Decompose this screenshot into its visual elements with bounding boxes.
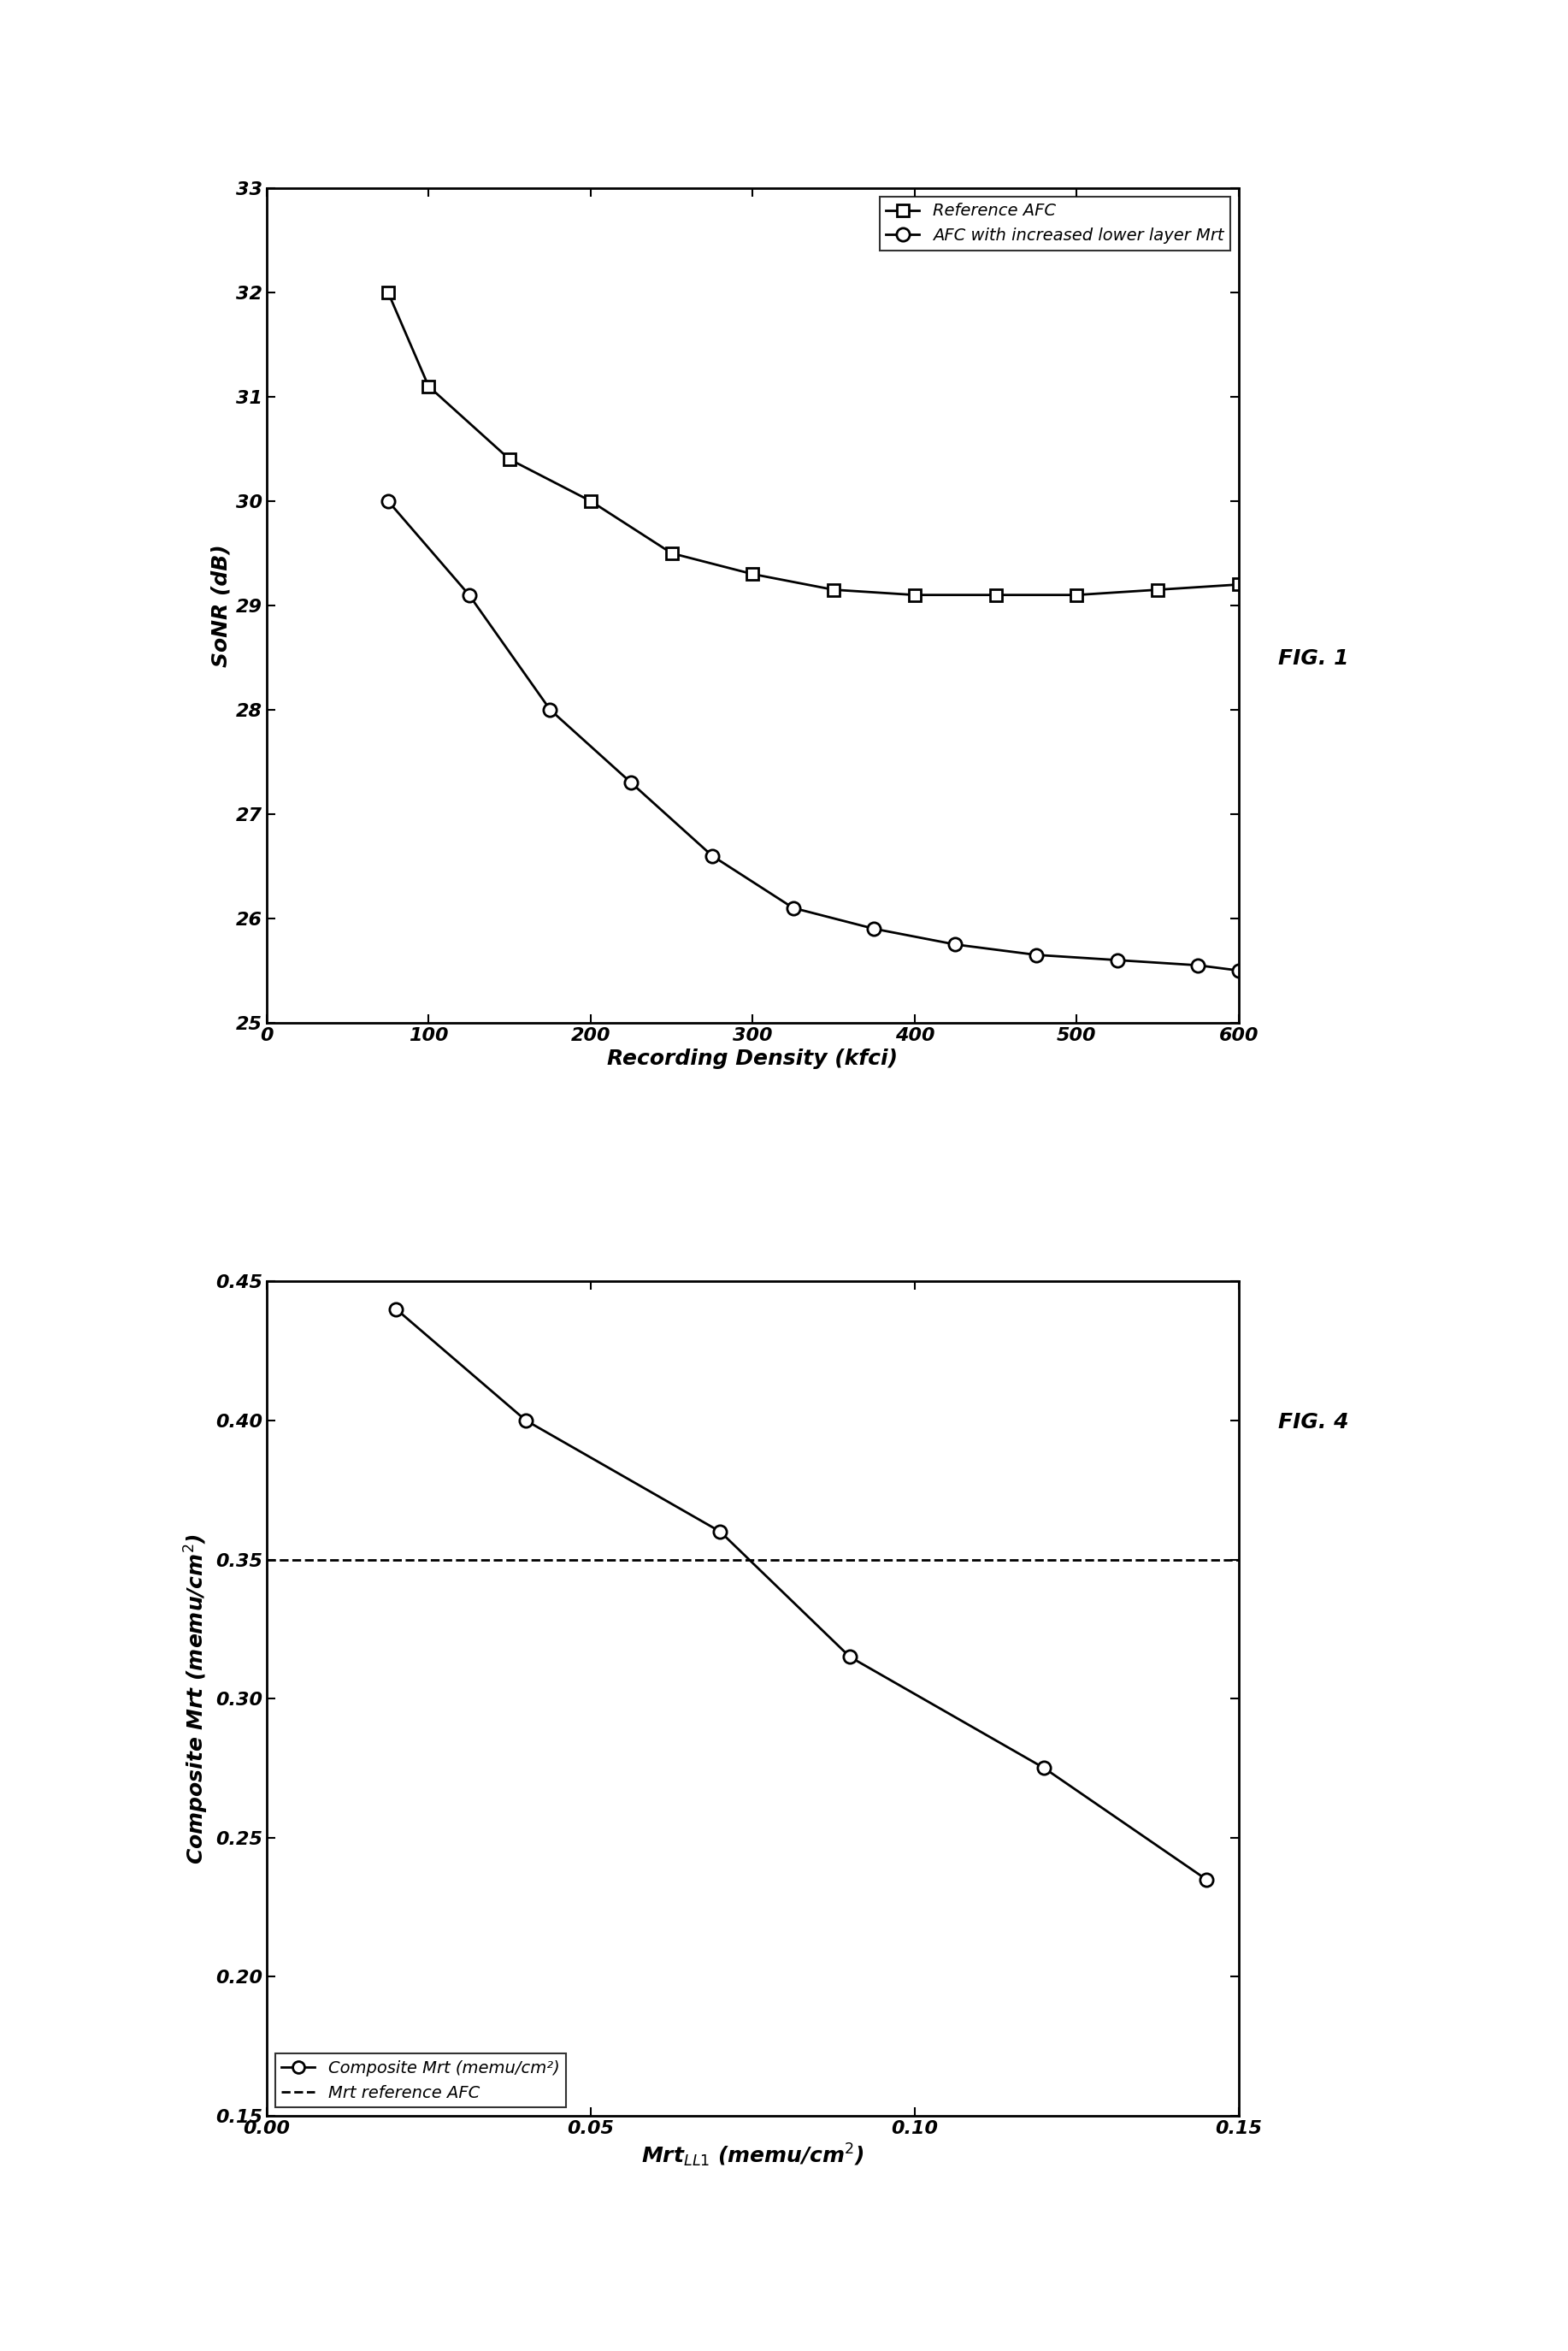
Reference AFC [379, 277, 398, 306]
Legend: Reference AFC, AFC with increased lower layer Mrt: Reference AFC, AFC with increased lower … [880, 197, 1231, 252]
Reference AFC [582, 487, 601, 515]
Line: AFC with increased lower layer Mrt: AFC with increased lower layer Mrt [381, 494, 1245, 978]
Composite Mrt (memu/cm²) [840, 1643, 859, 1672]
Composite Mrt (memu/cm²) [1196, 1864, 1215, 1893]
Text: FIG. 1: FIG. 1 [1278, 649, 1348, 668]
Composite Mrt (memu/cm²) [516, 1406, 535, 1434]
Reference AFC [419, 371, 437, 400]
Reference AFC [1068, 581, 1087, 609]
X-axis label: Mrt$_{LL1}$ (memu/cm$^2$): Mrt$_{LL1}$ (memu/cm$^2$) [641, 2142, 864, 2168]
AFC with increased lower layer Mrt [1027, 940, 1046, 969]
X-axis label: Recording Density (kfci): Recording Density (kfci) [607, 1049, 898, 1070]
AFC with increased lower layer Mrt [1189, 952, 1207, 980]
Y-axis label: Composite Mrt (memu/cm$^2$): Composite Mrt (memu/cm$^2$) [183, 1533, 210, 1864]
Composite Mrt (memu/cm²) [387, 1295, 406, 1324]
Reference AFC [662, 538, 681, 567]
Reference AFC [905, 581, 924, 609]
AFC with increased lower layer Mrt [541, 696, 560, 724]
Reference AFC [1229, 571, 1248, 600]
Composite Mrt (memu/cm²) [1035, 1754, 1054, 1782]
Reference AFC [500, 444, 519, 473]
Reference AFC [825, 576, 844, 604]
AFC with increased lower layer Mrt [459, 581, 478, 609]
AFC with increased lower layer Mrt [946, 931, 964, 959]
AFC with increased lower layer Mrt [1229, 957, 1248, 985]
AFC with increased lower layer Mrt [379, 487, 398, 515]
Legend: Composite Mrt (memu/cm²), Mrt reference AFC: Composite Mrt (memu/cm²), Mrt reference … [274, 2052, 566, 2106]
AFC with increased lower layer Mrt [784, 893, 803, 922]
AFC with increased lower layer Mrt [1109, 945, 1127, 973]
Text: FIG. 4: FIG. 4 [1278, 1413, 1348, 1432]
Line: Composite Mrt (memu/cm²): Composite Mrt (memu/cm²) [390, 1302, 1212, 1886]
Line: Reference AFC: Reference AFC [383, 287, 1245, 602]
AFC with increased lower layer Mrt [622, 769, 641, 797]
Reference AFC [743, 560, 762, 588]
Reference AFC [986, 581, 1005, 609]
Composite Mrt (memu/cm²) [710, 1519, 729, 1547]
AFC with increased lower layer Mrt [866, 915, 884, 943]
AFC with increased lower layer Mrt [702, 842, 721, 870]
Reference AFC [1148, 576, 1167, 604]
Y-axis label: SoNR (dB): SoNR (dB) [210, 543, 230, 668]
